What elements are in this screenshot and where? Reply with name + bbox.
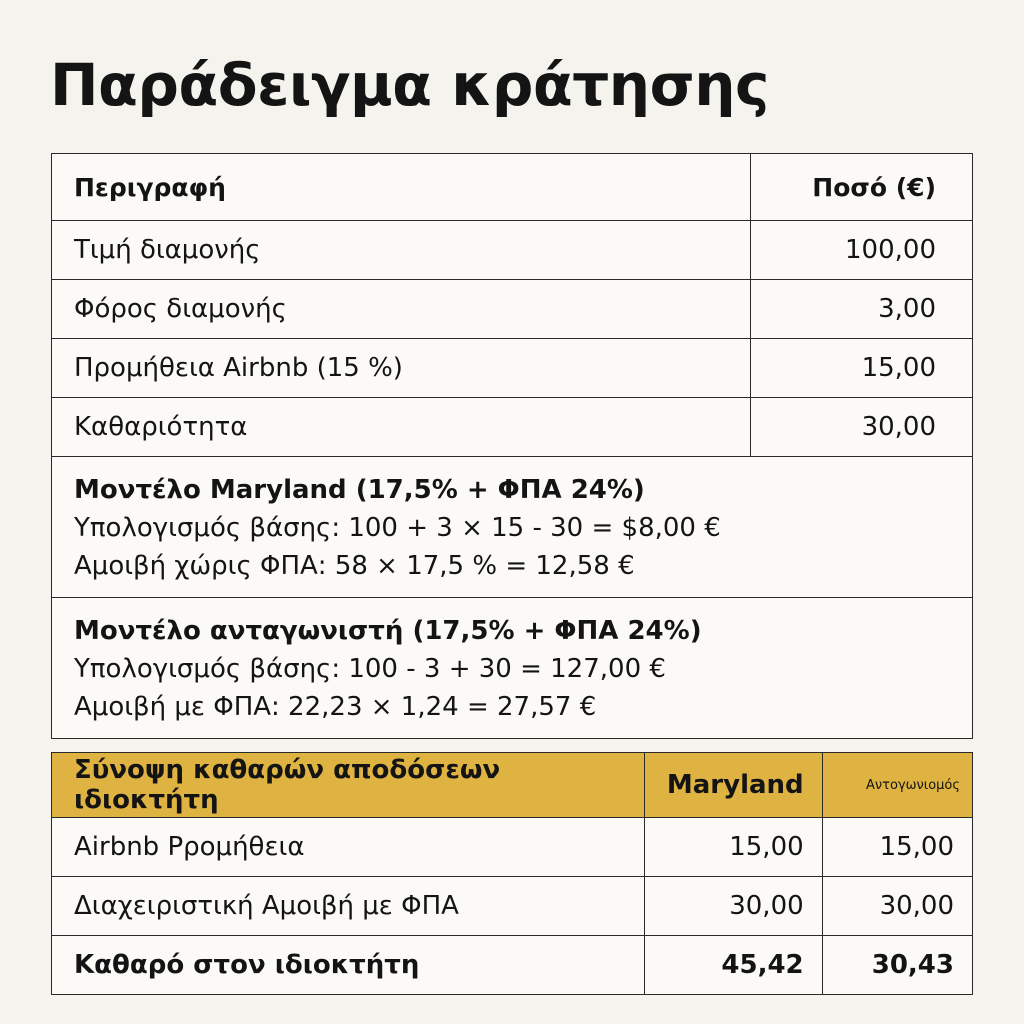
competitor-value: 30,00 xyxy=(821,876,974,936)
row-description: Τιμή διαμονής xyxy=(50,220,752,280)
booking-table: Περιγραφή Ποσό (€) Τιμή διαμονής 100,00 … xyxy=(50,153,973,739)
maryland-model-heading: Μοντέλο Maryland (17,5% + ΦΠΑ 24%) xyxy=(74,475,645,505)
competitor-total: 30,43 xyxy=(821,935,974,995)
table-row: Προμήθεια Airbnb (15 %) 15,00 xyxy=(50,338,973,398)
maryland-model-cell: Μοντέλο Maryland (17,5% + ΦΠΑ 24%) Υπολο… xyxy=(51,456,973,598)
description-header: Περιγραφή xyxy=(50,153,752,221)
row-label: Διαχειριστική Αμοιβή με ΦΠΑ xyxy=(51,876,645,936)
total-row: Καθαρό στον ιδιοκτήτη 45,42 30,43 xyxy=(51,935,974,995)
row-description: Προμήθεια Airbnb (15 %) xyxy=(50,338,752,398)
row-description: Καθαριότητα xyxy=(50,397,752,457)
maryland-fee-calc: Αμοιβή χώρις ΦΠΑ: 58 × 17,5 % = 12,58 € xyxy=(74,551,635,581)
competitor-fee-calc: Αμοιβή με ΦΠΑ: 22,23 × 1,24 = 27,57 € xyxy=(74,692,597,722)
table-row: Τιμή διαμονής 100,00 xyxy=(50,220,973,280)
summary-table-header: Σύνοψη καθαρών αποδόσεων ιδιοκτήτη Maryl… xyxy=(51,752,974,818)
competitor-base-calc: Υπολογισμός βάσης: 100 - 3 + 30 = 127,00… xyxy=(74,654,666,684)
row-amount: 3,00 xyxy=(750,279,973,339)
competitor-column-header: Αντογωνιομός xyxy=(821,752,974,818)
competitor-model-cell: Μοντέλο ανταγωνιστή (17,5% + ΦΠΑ 24%) Υπ… xyxy=(51,597,973,739)
competitor-value: 15,00 xyxy=(821,817,974,877)
booking-table-header: Περιγραφή Ποσό (€) xyxy=(50,153,973,221)
table-row: Airbnb Ρρομήθεια 15,00 15,00 xyxy=(51,817,974,877)
row-description: Φόρος διαμονής xyxy=(50,279,752,339)
maryland-model-row: Μοντέλο Maryland (17,5% + ΦΠΑ 24%) Υπολο… xyxy=(51,456,973,598)
total-label: Καθαρό στον ιδιοκτήτη xyxy=(51,935,645,995)
maryland-total: 45,42 xyxy=(643,935,823,995)
table-row: Φόρος διαμονής 3,00 xyxy=(50,279,973,339)
row-amount: 100,00 xyxy=(750,220,973,280)
maryland-value: 15,00 xyxy=(643,817,823,877)
row-label: Airbnb Ρρομήθεια xyxy=(51,817,645,877)
page-title: Παράδειγμα κράτησης xyxy=(50,51,769,119)
maryland-base-calc: Υπολογισμός βάσης: 100 + 3 × 15 - 30 = $… xyxy=(74,513,721,543)
competitor-model-row: Μοντέλο ανταγωνιστή (17,5% + ΦΠΑ 24%) Υπ… xyxy=(51,597,973,739)
amount-header: Ποσό (€) xyxy=(750,153,973,221)
maryland-value: 30,00 xyxy=(643,876,823,936)
summary-title: Σύνοψη καθαρών αποδόσεων ιδιοκτήτη xyxy=(51,752,645,818)
maryland-column-header: Maryland xyxy=(643,752,823,818)
row-amount: 15,00 xyxy=(750,338,973,398)
table-row: Διαχειριστική Αμοιβή με ΦΠΑ 30,00 30,00 xyxy=(51,876,974,936)
summary-table: Σύνοψη καθαρών αποδόσεων ιδιοκτήτη Maryl… xyxy=(51,752,974,995)
table-row: Καθαριότητα 30,00 xyxy=(50,397,973,457)
competitor-model-heading: Μοντέλο ανταγωνιστή (17,5% + ΦΠΑ 24%) xyxy=(74,616,702,646)
row-amount: 30,00 xyxy=(750,397,973,457)
